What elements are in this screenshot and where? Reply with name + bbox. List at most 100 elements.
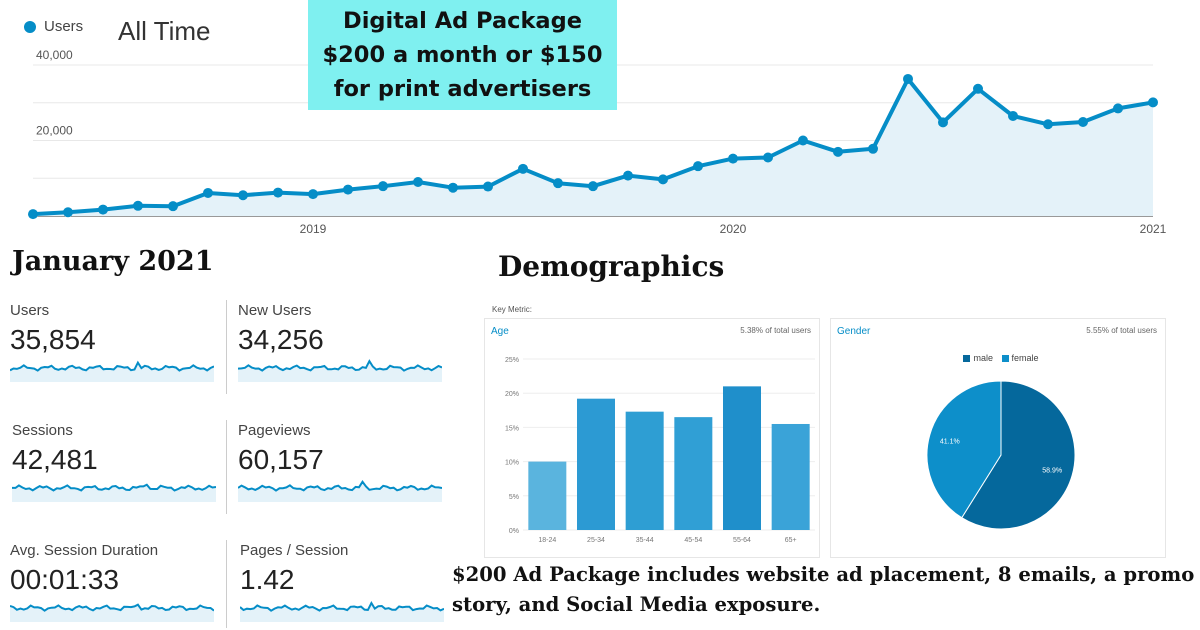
age-panel-title[interactable]: Age — [491, 326, 509, 337]
users-data-point — [483, 181, 493, 192]
gender-panel-note: 5.55% of total users — [1086, 326, 1157, 335]
users-data-point — [693, 161, 703, 172]
y-tick-label: 0% — [509, 528, 519, 535]
users-data-point — [448, 182, 458, 193]
age-bar-chart: 0% 5% 10% 15% 20% 25% 18-24 25-34 35-44 45-54 55-6… — [505, 357, 815, 544]
date-range-label: All Time — [118, 16, 211, 46]
metric-label: Users — [10, 302, 50, 319]
users-data-point — [798, 135, 808, 146]
banner-line-3: for print advertisers — [333, 76, 592, 102]
banner-line-1: Digital Ad Package — [343, 8, 582, 34]
x-tick-label: 25-34 — [587, 537, 605, 544]
sparkline-fill — [238, 361, 442, 382]
metric-value: 34,256 — [238, 324, 324, 355]
metric-label: Pages / Session — [240, 542, 349, 559]
users-data-point — [588, 181, 598, 192]
users-data-point — [518, 163, 528, 174]
age-bar-45-54 — [674, 417, 713, 530]
metric-label: Avg. Session Duration — [10, 542, 159, 559]
banner-line-2: $200 a month or $150 — [322, 42, 603, 68]
users-data-point — [658, 174, 668, 185]
metric-sparkline — [238, 359, 442, 382]
male-legend-label: male — [973, 353, 993, 363]
pie-slice-male — [961, 380, 1076, 530]
users-data-point — [623, 170, 633, 181]
x-tick-label: 35-44 — [636, 537, 654, 544]
metric-value: 00:01:33 — [10, 564, 119, 595]
pie-data-label: 58.9% — [1042, 468, 1062, 475]
users-data-point — [28, 209, 38, 220]
female-legend-label: female — [1011, 353, 1039, 363]
age-panel: Age 5.38% of total users 0% 5% 10% 15% 20% 25… — [484, 318, 820, 558]
users-data-point — [1148, 97, 1158, 108]
users-data-point — [903, 73, 913, 84]
x-tick-label: 18-24 — [538, 537, 556, 544]
metric-avg-session-duration[interactable]: Avg. Session Duration 00:01:33 — [10, 542, 225, 630]
gender-panel-title[interactable]: Gender — [837, 326, 871, 337]
female-swatch — [1001, 355, 1009, 363]
tile-divider — [226, 420, 227, 514]
users-data-point — [203, 187, 213, 198]
age-panel-note: 5.38% of total users — [740, 326, 811, 335]
users-data-point — [553, 178, 563, 189]
sparkline-line — [238, 480, 442, 492]
metric-sessions[interactable]: Sessions 42,481 — [12, 422, 227, 532]
users-data-point — [1008, 110, 1018, 121]
users-data-point — [98, 204, 108, 215]
y-tick-label: 40,000 — [36, 48, 73, 62]
users-area-fill — [33, 79, 1153, 216]
metric-label: Sessions — [12, 422, 73, 439]
sparkline-fill — [10, 362, 214, 382]
users-data-point — [728, 153, 738, 164]
metric-value: 60,157 — [238, 444, 324, 475]
chart-legend: Users — [24, 18, 83, 35]
users-data-point — [1113, 103, 1123, 114]
y-tick-label: 20% — [505, 391, 519, 398]
users-data-point — [343, 184, 353, 195]
age-bar-25-34 — [577, 398, 615, 530]
users-data-point — [238, 190, 248, 201]
pie-data-label: 41.1% — [940, 438, 960, 445]
x-tick-label: 2020 — [720, 222, 747, 236]
metric-pages-per-session[interactable]: Pages / Session 1.42 — [240, 542, 455, 630]
x-tick-label: 55-64 — [733, 537, 751, 544]
gender-pie-chart: 58.9% 41.1% — [926, 380, 1076, 530]
users-data-point — [973, 83, 983, 94]
metric-value: 1.42 — [240, 564, 295, 595]
users-legend-swatch — [24, 20, 36, 33]
sparkline-line — [238, 359, 442, 372]
package-description: $200 Ad Package includes website ad plac… — [452, 563, 1195, 616]
y-tick-label: 10% — [505, 460, 519, 467]
x-tick-label: 45-54 — [684, 537, 702, 544]
users-data-point — [868, 143, 878, 154]
sparkline-line — [240, 600, 444, 612]
users-data-point — [1078, 117, 1088, 128]
age-bar-18-24 — [528, 461, 567, 530]
metric-users[interactable]: Users 35,854 — [10, 302, 225, 412]
users-data-point — [763, 152, 773, 163]
users-data-point — [833, 146, 843, 157]
sparkline-line — [10, 603, 214, 612]
users-data-point — [938, 117, 948, 128]
metric-new-users[interactable]: New Users 34,256 — [238, 302, 453, 412]
users-data-point — [168, 201, 178, 212]
tile-divider — [226, 540, 227, 628]
pie-slice-female — [926, 380, 1002, 519]
age-bar-35-44 — [625, 411, 664, 530]
users-data-point — [1043, 119, 1053, 130]
y-tick-label: 15% — [505, 425, 519, 432]
tile-divider — [226, 300, 227, 394]
age-bar-65+ — [771, 423, 810, 530]
metric-value: 35,854 — [10, 324, 96, 355]
x-tick-label: 2019 — [300, 222, 327, 236]
metric-pageviews[interactable]: Pageviews 60,157 — [238, 422, 453, 532]
users-data-point — [378, 181, 388, 192]
gender-legend: male female — [831, 353, 1165, 363]
sparkline-line — [12, 483, 216, 492]
users-data-point — [413, 177, 423, 188]
metric-sparkline — [10, 360, 214, 382]
sparkline-fill — [240, 603, 444, 622]
y-tick-label: 25% — [505, 357, 519, 364]
metric-sparkline — [10, 603, 214, 622]
metric-label: New Users — [238, 302, 312, 319]
